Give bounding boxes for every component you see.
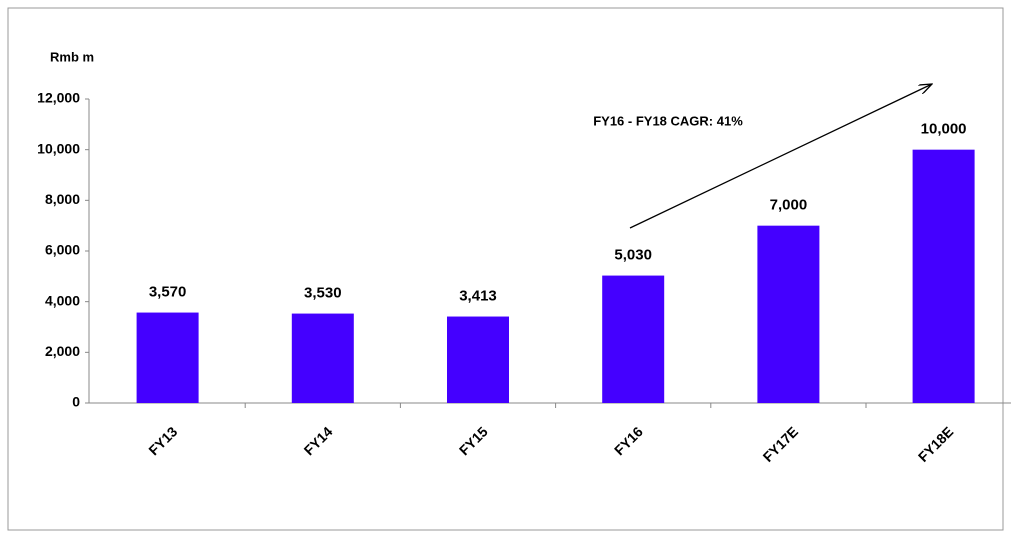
y-tick-label: 10,000 xyxy=(37,140,80,156)
bar xyxy=(602,275,665,403)
x-tick-label: FY17E xyxy=(760,423,802,465)
bar xyxy=(136,312,199,403)
bar xyxy=(447,316,509,403)
y-tick-label: 6,000 xyxy=(45,242,80,258)
y-tick-label: 12,000 xyxy=(37,90,80,106)
x-tick-label: FY13 xyxy=(145,423,180,458)
x-tick-label: FY14 xyxy=(301,423,336,458)
bar xyxy=(291,313,354,403)
value-label: 7,000 xyxy=(770,197,808,214)
y-tick-label: 4,000 xyxy=(45,292,80,308)
y-axis-label: Rmb m xyxy=(50,49,94,64)
value-label: 3,413 xyxy=(459,288,497,305)
trend-arrow xyxy=(629,84,932,229)
value-label: 10,000 xyxy=(921,121,967,138)
y-tick-label: 2,000 xyxy=(45,343,80,359)
bar xyxy=(757,225,820,403)
bar xyxy=(912,149,975,403)
annotation: FY16 - FY18 CAGR: 41% xyxy=(593,113,743,128)
value-label: 5,030 xyxy=(614,247,652,264)
x-tick-label: FY15 xyxy=(456,423,491,458)
value-label: 3,570 xyxy=(149,284,187,301)
y-tick-label: 0 xyxy=(72,394,80,410)
value-label: 3,530 xyxy=(304,285,342,302)
frame xyxy=(7,7,1004,531)
x-tick-label: FY18E xyxy=(915,423,957,465)
y-tick-label: 8,000 xyxy=(45,191,80,207)
x-tick-label: FY16 xyxy=(611,423,646,458)
